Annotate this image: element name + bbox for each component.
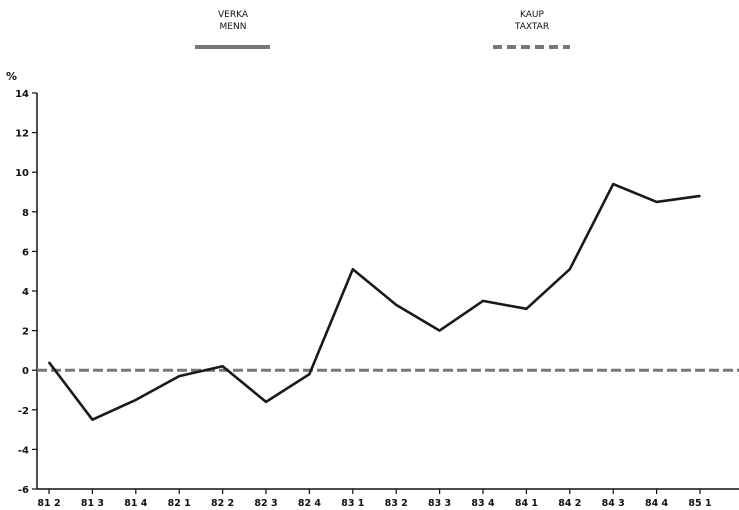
y-tick-label: -6 bbox=[18, 485, 29, 496]
x-tick-label: 81 2 bbox=[37, 498, 60, 509]
legend-label-verka-line2: MENN bbox=[220, 22, 247, 32]
data-point bbox=[221, 365, 224, 368]
x-tick-label: 83 3 bbox=[428, 498, 451, 509]
y-tick-label: -4 bbox=[18, 445, 29, 456]
data-point bbox=[395, 304, 398, 306]
x-axis-ticks: 81 2 81 3 81 4 82 1 82 2 82 3 82 4 83 1 83 2 83 3… bbox=[37, 489, 712, 509]
data-point bbox=[48, 361, 50, 364]
data-point bbox=[352, 268, 354, 271]
data-point bbox=[525, 308, 528, 310]
y-tick-label: 0 bbox=[22, 366, 29, 377]
data-point bbox=[569, 268, 571, 271]
x-tick-label: 84 1 bbox=[515, 498, 538, 509]
x-tick-label: 84 3 bbox=[602, 498, 625, 509]
x-tick-label: 84 2 bbox=[558, 498, 581, 509]
x-tick-label: 83 4 bbox=[471, 498, 495, 509]
legend: VERKA MENN KAUP TAXTAR bbox=[195, 10, 570, 49]
y-tick-label: 2 bbox=[22, 327, 29, 338]
x-tick-label: 85 1 bbox=[688, 498, 711, 509]
data-point bbox=[655, 201, 658, 203]
data-point bbox=[178, 375, 180, 377]
data-point bbox=[699, 195, 701, 197]
y-tick-label: 4 bbox=[22, 287, 29, 298]
y-tick-label: -2 bbox=[18, 406, 29, 417]
x-tick-label: 81 3 bbox=[81, 498, 104, 509]
x-tick-label: 82 1 bbox=[168, 498, 191, 509]
x-tick-label: 82 2 bbox=[211, 498, 234, 509]
x-tick-label: 83 2 bbox=[385, 498, 408, 509]
y-tick-label: 14 bbox=[15, 89, 29, 100]
legend-label-kaup-line2: TAXTAR bbox=[514, 22, 549, 32]
data-point bbox=[265, 401, 267, 403]
y-tick-label: 6 bbox=[22, 247, 29, 258]
x-tick-label: 84 4 bbox=[645, 498, 669, 509]
series-line-verka-menn bbox=[47, 182, 701, 422]
y-tick-label: 10 bbox=[15, 168, 29, 179]
legend-label-kaup-line1: KAUP bbox=[520, 10, 544, 20]
data-point bbox=[308, 373, 311, 375]
data-point bbox=[612, 183, 614, 185]
x-tick-label: 82 4 bbox=[298, 498, 322, 509]
x-tick-label: 81 4 bbox=[124, 498, 148, 509]
y-tick-label: 8 bbox=[22, 208, 29, 219]
x-tick-label: 82 3 bbox=[254, 498, 277, 509]
y-tick-label: 12 bbox=[15, 129, 29, 140]
data-point bbox=[91, 418, 94, 421]
y-axis-label: % bbox=[6, 70, 17, 83]
series-group bbox=[37, 182, 739, 422]
data-point bbox=[438, 329, 441, 332]
data-point bbox=[482, 300, 484, 302]
x-tick-label: 83 1 bbox=[341, 498, 364, 509]
data-point bbox=[135, 399, 137, 401]
legend-label-verka-line1: VERKA bbox=[218, 10, 249, 20]
y-axis-ticks: 14 12 10 8 6 4 2 0 -2 -4 -6 bbox=[15, 89, 37, 496]
